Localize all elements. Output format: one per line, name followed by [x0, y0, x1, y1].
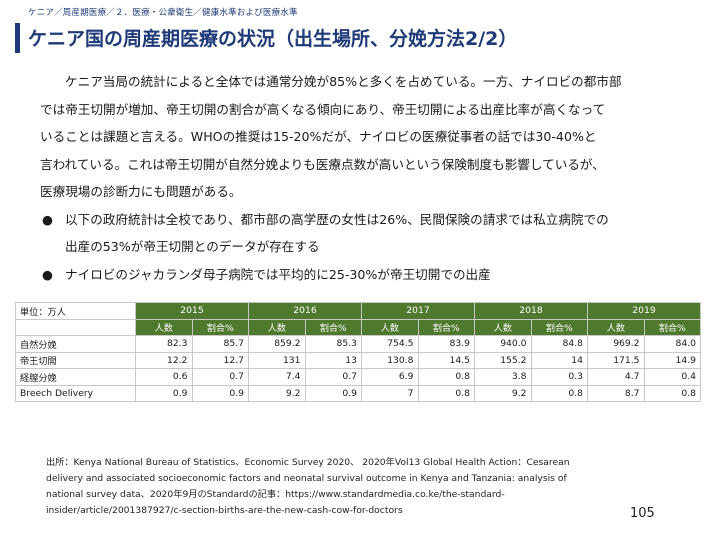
table-row: 帝王切開 12.2 12.7 131 13 130.8 14.5 155.2 1…: [15, 351, 701, 369]
subheader-ratio: 割合%: [530, 318, 588, 336]
table-cell: 7.4: [248, 368, 306, 386]
table-subheader-row: 人数 割合% 人数 割合% 人数 割合% 人数 割合% 人数 割合%: [15, 318, 701, 336]
table-cell: 131: [248, 351, 306, 369]
subheader-ratio: 割合%: [417, 318, 475, 336]
table-cell: 12.2: [135, 351, 193, 369]
bullet-line: ナイロビのジャカランダ母子病院では平均的に25-30%が帝王切開での出産: [65, 266, 491, 282]
paragraph-line: いることは課題と言える。WHOの推奨は15-20%だが、ナイロビの医療従事者の話…: [40, 129, 597, 144]
year-header: 2018: [474, 302, 588, 320]
table-row: 自然分娩 82.3 85.7 859.2 85.3 754.5 83.9 940…: [15, 335, 701, 353]
bullet-line: 以下の政府統計は全校であり、都市部の高学歴の女性は26%、民間保険の請求では私立…: [65, 211, 609, 227]
table-cell: 0.9: [135, 384, 193, 402]
table-cell: 0.9: [191, 384, 249, 402]
paragraph-line: 医療現場の診断力にも問題がある。: [40, 184, 242, 199]
table-row: Breech Delivery 0.9 0.9 9.2 0.9 7 0.8 9.…: [15, 384, 701, 402]
body-text: ケニア当局の統計によると全体では通常分娩が85%と多くを占めている。一方、ナイロ…: [40, 68, 680, 288]
table-cell: 8.7: [587, 384, 645, 402]
paragraph-line: 言われている。これは帝王切開が自然分娩よりも医療点数が高いという保険制度も影響し…: [40, 156, 605, 172]
table-cell: 85.3: [304, 335, 362, 353]
table-row: 経膣分娩 0.6 0.7 7.4 0.7 6.9 0.8 3.8 0.3 4.7…: [15, 368, 701, 386]
table-cell: 13: [304, 351, 362, 369]
subheader-count: 人数: [474, 318, 532, 336]
bullet-item: ● ナイロビのジャカランダ母子病院では平均的に25-30%が帝王切開での出産: [40, 261, 680, 289]
table-cell: 940.0: [474, 335, 532, 353]
table-cell: 84.8: [530, 335, 588, 353]
table-cell: 7: [361, 384, 419, 402]
source-note: 出所：Kenya National Bureau of Statistics、E…: [46, 455, 666, 519]
table-cell: 0.7: [304, 368, 362, 386]
year-header: 2016: [248, 302, 362, 320]
source-line: national survey data、2020年9月のStandardの記事…: [46, 489, 505, 500]
row-label: 帝王切開: [15, 351, 136, 369]
table-cell: 130.8: [361, 351, 419, 369]
bullet-item: ● 以下の政府統計は全校であり、都市部の高学歴の女性は26%、民間保険の請求では…: [40, 206, 680, 261]
empty-header-cell: [15, 318, 136, 336]
row-label: Breech Delivery: [15, 384, 136, 402]
year-header: 2015: [135, 302, 249, 320]
row-label: 自然分娩: [15, 335, 136, 353]
page-title: ケニア国の周産期医療の状況（出生場所、分娩方法2/2）: [28, 28, 518, 50]
bullet-line: 出産の53%が帝王切開とのデータが存在する: [65, 239, 320, 254]
paragraph-line: ケニア当局の統計によると全体では通常分娩が85%と多くを占めている。一方、ナイロ…: [65, 74, 622, 89]
bullet-list: ● 以下の政府統計は全校であり、都市部の高学歴の女性は26%、民間保険の請求では…: [40, 206, 680, 289]
table-cell: 0.8: [530, 384, 588, 402]
year-header: 2019: [587, 302, 701, 320]
bullet-dot-icon: ●: [42, 266, 53, 282]
table-cell: 85.7: [191, 335, 249, 353]
table-cell: 969.2: [587, 335, 645, 353]
table-cell: 0.8: [643, 384, 701, 402]
table-cell: 9.2: [248, 384, 306, 402]
subheader-ratio: 割合%: [191, 318, 249, 336]
table-cell: 12.7: [191, 351, 249, 369]
table-cell: 0.6: [135, 368, 193, 386]
paragraph-line: では帝王切開が増加、帝王切開の割合が高くなる傾向にあり、帝王切開による出産比率が…: [40, 101, 606, 117]
subheader-count: 人数: [248, 318, 306, 336]
table-cell: 0.9: [304, 384, 362, 402]
table-cell: 83.9: [417, 335, 475, 353]
subheader-count: 人数: [361, 318, 419, 336]
unit-label: 単位：万人: [15, 302, 136, 320]
table-cell: 0.7: [191, 368, 249, 386]
table-cell: 14: [530, 351, 588, 369]
table-cell: 0.8: [417, 368, 475, 386]
intro-paragraph: ケニア当局の統計によると全体では通常分娩が85%と多くを占めている。一方、ナイロ…: [40, 68, 680, 206]
source-line: delivery and associated socioeconomic fa…: [46, 473, 567, 484]
table-cell: 0.3: [530, 368, 588, 386]
table-cell: 3.8: [474, 368, 532, 386]
source-line: insider/article/2001387927/c-section-bir…: [46, 505, 403, 516]
subheader-ratio: 割合%: [643, 318, 701, 336]
delivery-method-table: 単位：万人 2015 2016 2017 2018 2019 人数 割合% 人数…: [15, 302, 701, 402]
table-cell: 14.9: [643, 351, 701, 369]
table-cell: 6.9: [361, 368, 419, 386]
table-year-header-row: 単位：万人 2015 2016 2017 2018 2019: [15, 302, 701, 320]
table-cell: 82.3: [135, 335, 193, 353]
subheader-ratio: 割合%: [304, 318, 362, 336]
table-cell: 0.8: [417, 384, 475, 402]
year-header: 2017: [361, 302, 475, 320]
table-cell: 859.2: [248, 335, 306, 353]
breadcrumb: ケニア／周産期医療／２．医療・公衆衛生／健康水準および医療水準: [28, 8, 298, 18]
subheader-count: 人数: [587, 318, 645, 336]
table-cell: 4.7: [587, 368, 645, 386]
bullet-dot-icon: ●: [42, 211, 53, 227]
table-cell: 9.2: [474, 384, 532, 402]
table-cell: 155.2: [474, 351, 532, 369]
table-cell: 171.5: [587, 351, 645, 369]
table-cell: 754.5: [361, 335, 419, 353]
title-accent-bar: [15, 23, 20, 53]
source-line: 出所：Kenya National Bureau of Statistics、E…: [46, 457, 570, 468]
page-number: 105: [630, 506, 655, 521]
table-cell: 14.5: [417, 351, 475, 369]
row-label: 経膣分娩: [15, 368, 136, 386]
table-cell: 84.0: [643, 335, 701, 353]
table-cell: 0.4: [643, 368, 701, 386]
subheader-count: 人数: [135, 318, 193, 336]
